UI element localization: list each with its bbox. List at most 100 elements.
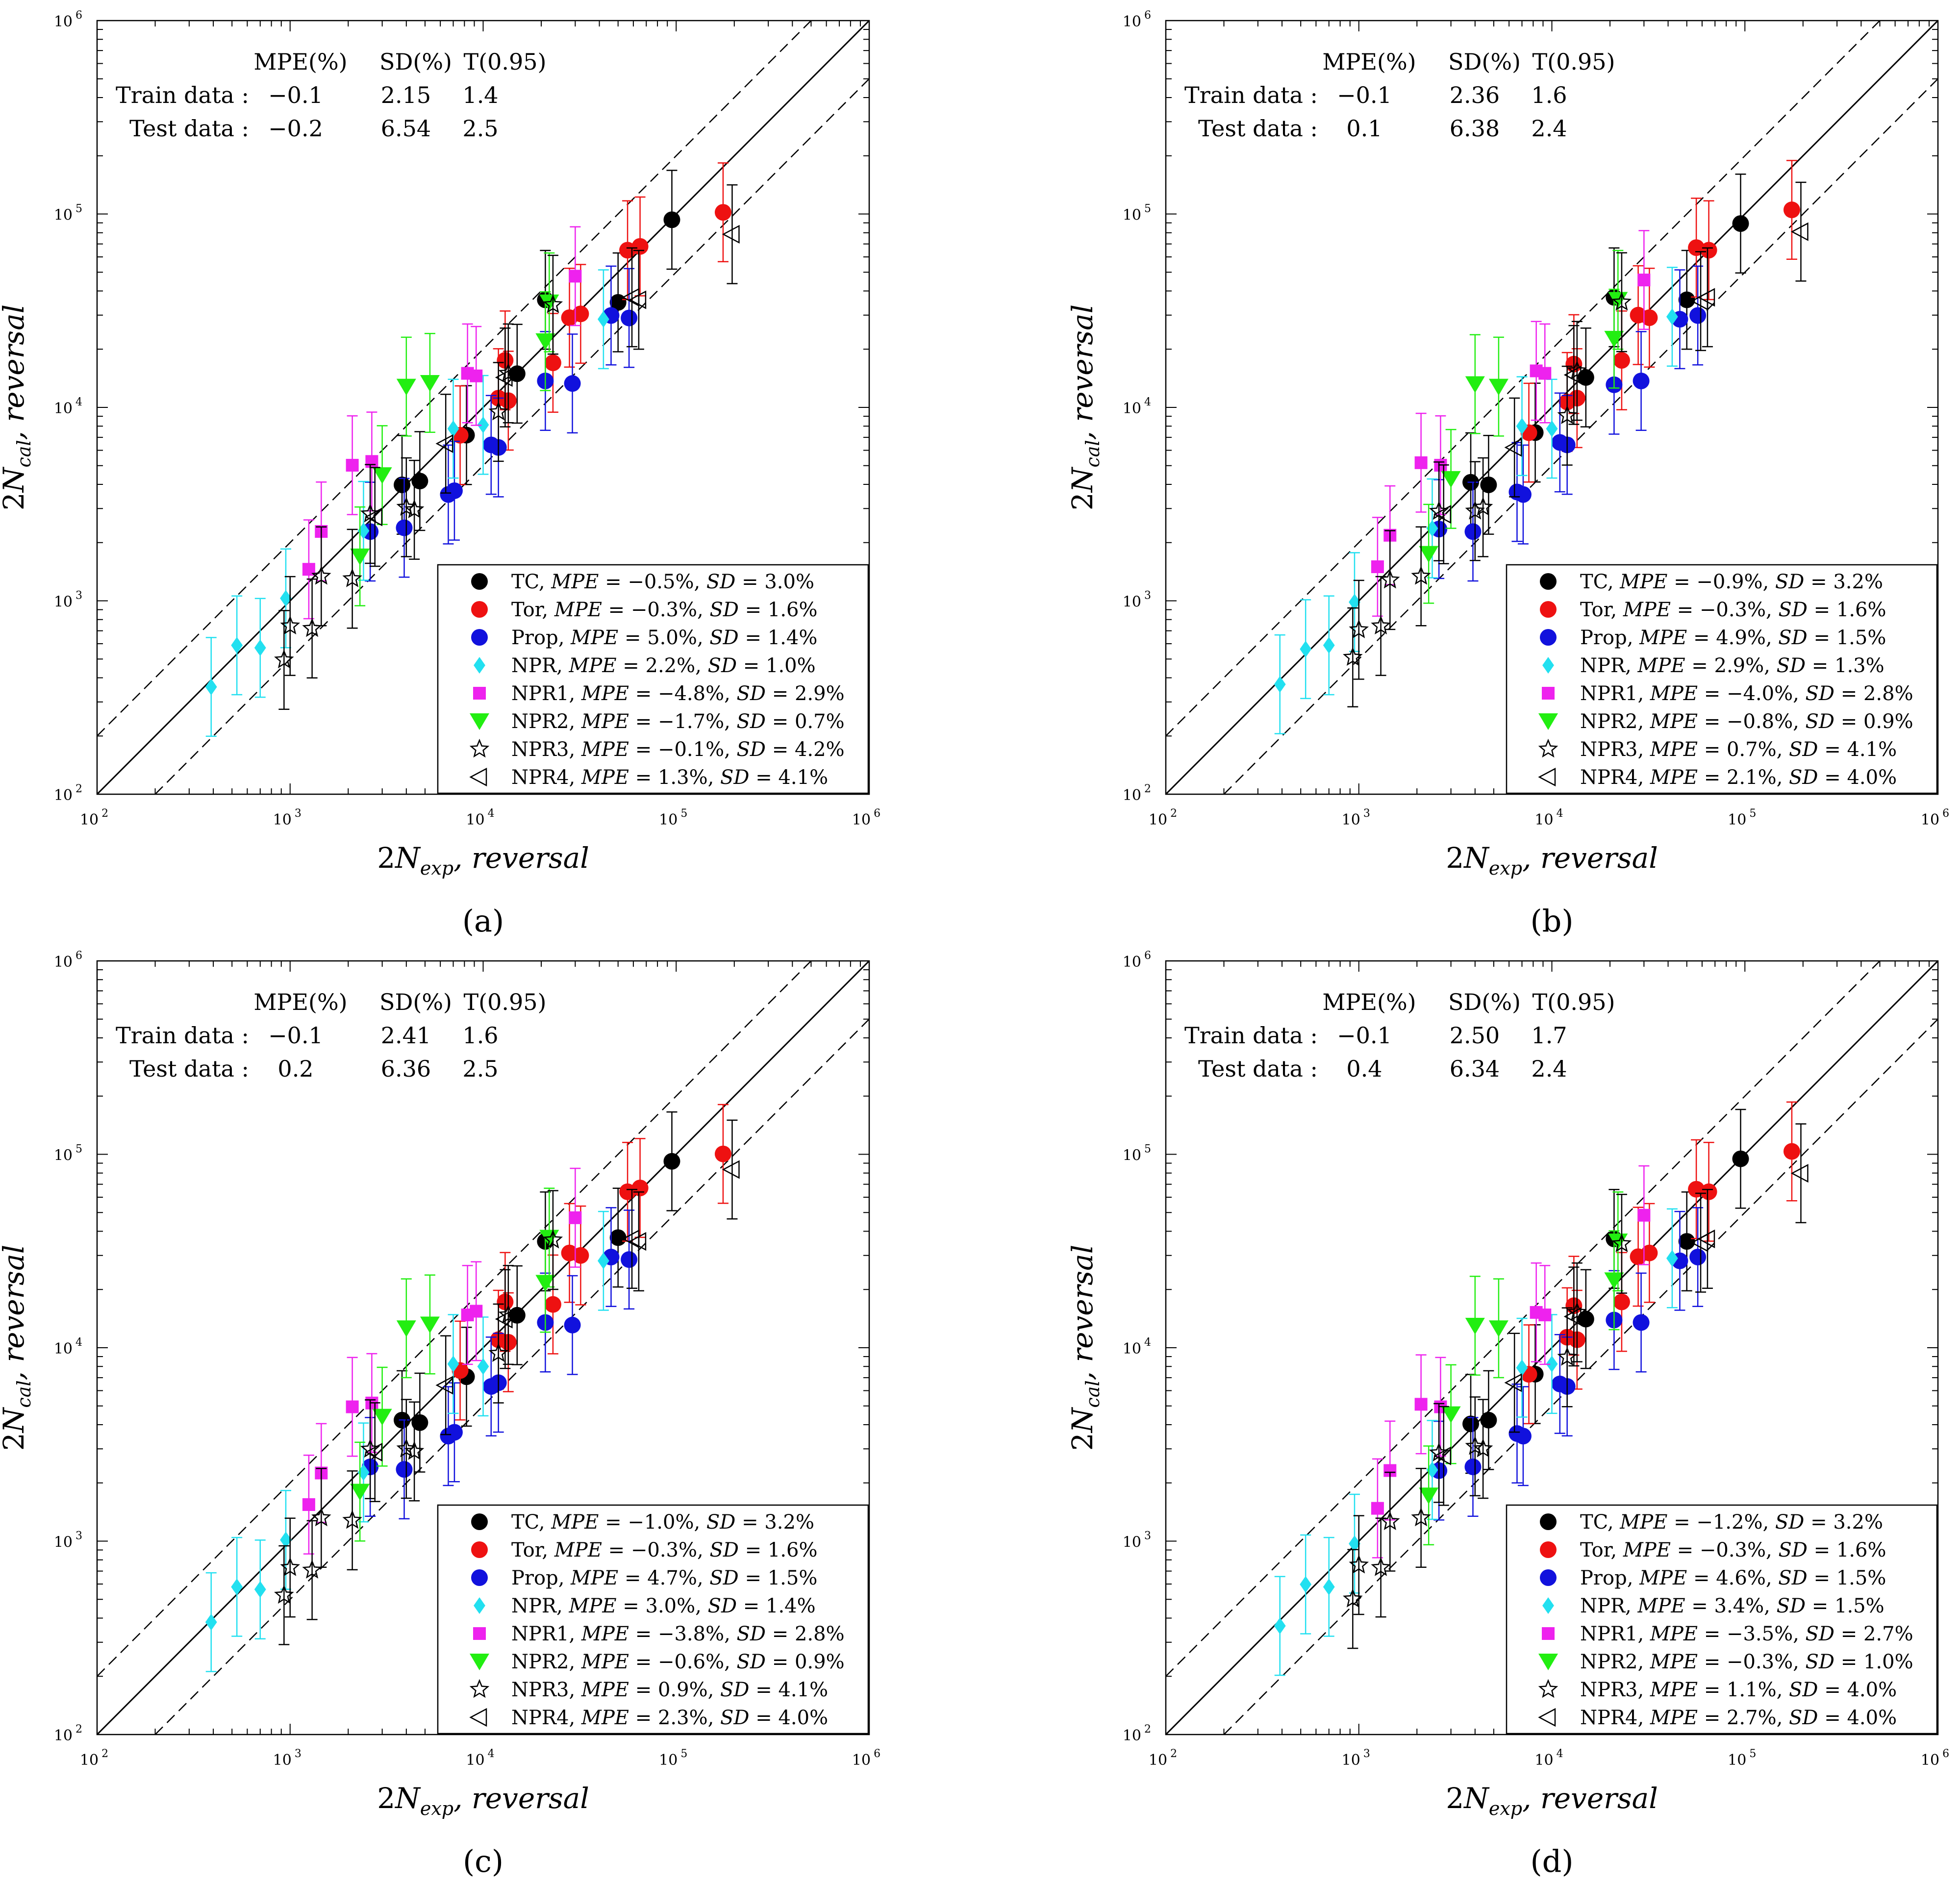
point-tc bbox=[1732, 1108, 1749, 1209]
legend-label: NPR2, MPE = −0.8%, SD = 0.9% bbox=[1580, 710, 1913, 733]
legend-item-npr4: NPR4, MPE = 2.7%, SD = 4.0% bbox=[1538, 1707, 1897, 1729]
point-npr4 bbox=[1697, 1189, 1715, 1289]
point-npr bbox=[1516, 376, 1528, 477]
y-tick-label: 10 2 bbox=[54, 783, 82, 804]
upper-factor-2-line bbox=[97, 21, 812, 737]
point-prop bbox=[1689, 1207, 1707, 1307]
marker-npr2 bbox=[1419, 546, 1439, 563]
legend-box bbox=[1506, 1504, 1938, 1735]
marker-npr3 bbox=[1380, 1511, 1400, 1530]
point-tc bbox=[1462, 1374, 1480, 1474]
marker-npr3 bbox=[498, 363, 519, 382]
point-npr2 bbox=[535, 291, 555, 391]
legend-marker-tc bbox=[471, 1513, 488, 1530]
stats-sd: 2.41 bbox=[381, 1022, 431, 1049]
stats-row-label: Test data : bbox=[1198, 115, 1318, 142]
marker-npr3 bbox=[1380, 569, 1400, 589]
point-npr3 bbox=[1473, 457, 1493, 557]
marker-npr4 bbox=[435, 1376, 453, 1395]
marker-tor bbox=[1613, 1293, 1630, 1310]
point-npr4 bbox=[435, 393, 453, 494]
y-tick-label: 10 5 bbox=[54, 203, 82, 224]
legend-marker-tc bbox=[471, 573, 488, 590]
point-npr3 bbox=[311, 526, 331, 627]
x-tick-label: 10 3 bbox=[273, 807, 302, 829]
stats-mpe: −0.1 bbox=[1337, 82, 1392, 108]
y-tick-label: 10 6 bbox=[54, 950, 82, 971]
point-npr bbox=[1300, 599, 1312, 700]
legend: TC, MPE = −0.5%, SD = 3.0% Tor, MPE = −0.… bbox=[437, 564, 869, 794]
stats-header: T(0.95) bbox=[1533, 989, 1615, 1015]
stats-mpe: 0.1 bbox=[1346, 115, 1382, 142]
marker-npr bbox=[1666, 1250, 1678, 1267]
marker-npr4 bbox=[722, 1160, 740, 1179]
stats-mpe: −0.2 bbox=[268, 115, 323, 142]
legend-label: Tor, MPE = −0.3%, SD = 1.6% bbox=[1580, 1539, 1886, 1561]
point-npr3 bbox=[1429, 1403, 1449, 1503]
marker-tor bbox=[1641, 1244, 1658, 1261]
stats-header: SD(%) bbox=[379, 49, 452, 75]
legend-marker-npr3 bbox=[1538, 1679, 1558, 1698]
legend-marker-tor bbox=[471, 601, 488, 618]
marker-npr2 bbox=[350, 548, 370, 565]
legend-marker-prop bbox=[1540, 1569, 1557, 1586]
point-npr3 bbox=[1611, 252, 1632, 352]
subplot-c: 10 2 10 3 10 4 10 5 10 6 10 2 10 3 10 4 10 5 10 6 MPE(%) SD(%… bbox=[0, 950, 880, 1879]
marker-npr3 bbox=[1473, 1438, 1493, 1458]
stats-row-label: Train data : bbox=[116, 82, 249, 108]
point-prop bbox=[564, 1275, 581, 1375]
marker-npr4 bbox=[628, 290, 647, 309]
stats-header: SD(%) bbox=[1448, 49, 1521, 75]
marker-tc bbox=[609, 294, 627, 311]
marker-npr2 bbox=[372, 1409, 392, 1426]
legend-marker-npr1 bbox=[473, 687, 486, 700]
x-tick-label: 10 2 bbox=[80, 1748, 108, 1769]
upper-factor-2-line bbox=[1166, 21, 1881, 737]
marker-npr1 bbox=[569, 270, 582, 283]
legend-item-npr2: NPR2, MPE = −0.8%, SD = 0.9% bbox=[1538, 710, 1913, 733]
marker-npr bbox=[1426, 1461, 1438, 1479]
lower-factor-2-line bbox=[154, 1018, 869, 1735]
point-tc bbox=[394, 435, 411, 535]
legend-label: NPR4, MPE = 2.1%, SD = 4.0% bbox=[1580, 766, 1897, 789]
point-npr1 bbox=[569, 1167, 582, 1268]
stats-sd: 6.54 bbox=[381, 115, 431, 142]
marker-tc bbox=[1678, 291, 1695, 308]
legend-marker-npr4 bbox=[469, 767, 487, 787]
marker-prop bbox=[446, 482, 463, 499]
point-npr bbox=[1323, 595, 1335, 696]
y-tick-label: 10 4 bbox=[1123, 396, 1151, 417]
x-tick-label: 10 2 bbox=[1149, 807, 1177, 829]
legend-label: NPR1, MPE = −3.8%, SD = 2.8% bbox=[511, 1623, 845, 1645]
point-npr bbox=[254, 598, 266, 698]
point-tor bbox=[544, 1254, 561, 1355]
marker-npr2 bbox=[1488, 378, 1508, 396]
legend-marker-npr3 bbox=[469, 1679, 490, 1698]
point-npr3 bbox=[498, 323, 519, 424]
marker-npr2 bbox=[535, 1275, 555, 1292]
point-npr bbox=[1666, 267, 1678, 367]
point-npr2 bbox=[535, 1233, 555, 1333]
stats-sd: 6.34 bbox=[1450, 1056, 1500, 1082]
point-npr3 bbox=[1473, 1399, 1493, 1499]
stats-t: 1.4 bbox=[462, 82, 498, 108]
marker-prop bbox=[1464, 523, 1482, 540]
point-npr1 bbox=[569, 226, 582, 327]
data-points bbox=[1274, 1101, 1809, 1676]
point-npr2 bbox=[1465, 334, 1485, 434]
marker-npr bbox=[205, 1613, 217, 1631]
point-npr3 bbox=[543, 254, 563, 355]
marker-npr bbox=[1300, 641, 1312, 658]
stats-t: 1.6 bbox=[1531, 82, 1567, 108]
stats-header: SD(%) bbox=[1448, 989, 1521, 1015]
x-tick-label: 10 5 bbox=[659, 1748, 687, 1769]
stats-header: SD(%) bbox=[379, 989, 452, 1015]
legend-marker-prop bbox=[471, 629, 488, 646]
legend-item-npr1: NPR1, MPE = −4.8%, SD = 2.9% bbox=[473, 682, 845, 705]
marker-npr4 bbox=[1504, 1373, 1522, 1392]
point-npr4 bbox=[1697, 247, 1715, 348]
legend-item-tor: Tor, MPE = −0.3%, SD = 1.6% bbox=[471, 1539, 818, 1561]
x-tick-label: 10 4 bbox=[1534, 807, 1563, 829]
marker-npr2 bbox=[396, 1320, 416, 1337]
point-npr2 bbox=[1419, 503, 1439, 604]
